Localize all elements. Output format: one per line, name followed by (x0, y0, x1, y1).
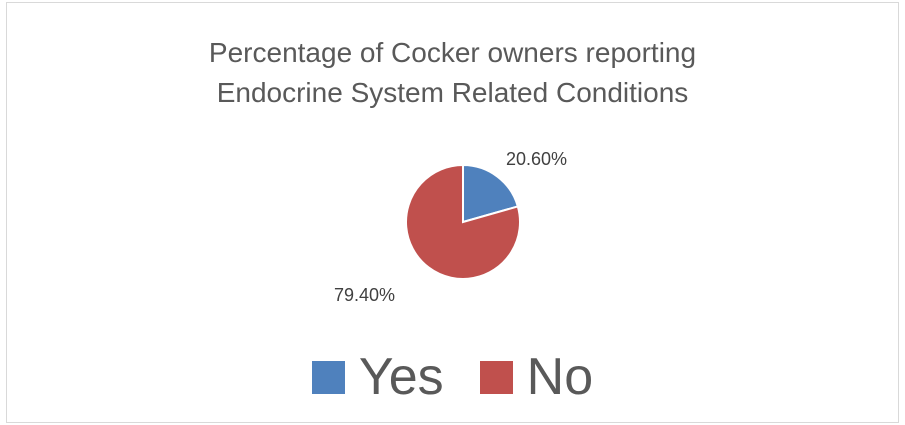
pie-slices (405, 163, 521, 280)
data-label-yes: 20.60% (506, 149, 567, 169)
legend-item-yes: Yes (311, 347, 444, 407)
pie-slice-no (405, 163, 521, 280)
legend: Yes No (7, 347, 898, 407)
legend-item-no: No (479, 347, 594, 407)
chart-title-line-2: Endocrine System Related Conditions (216, 77, 689, 108)
chart-container: Percentage of Cocker owners reporting En… (6, 2, 899, 423)
legend-swatch-no (479, 360, 513, 394)
pie-slice-yes (462, 163, 520, 224)
legend-label-no: No (526, 348, 594, 406)
pie-plot-area: 20.60% 79.40% (334, 149, 567, 305)
chart-title-line-1: Percentage of Cocker owners reporting (208, 37, 697, 68)
chart-title: Percentage of Cocker owners reporting En… (7, 33, 898, 113)
data-label-no: 79.40% (334, 285, 395, 305)
legend-swatch-yes (311, 360, 345, 394)
legend-label-yes: Yes (358, 348, 444, 406)
